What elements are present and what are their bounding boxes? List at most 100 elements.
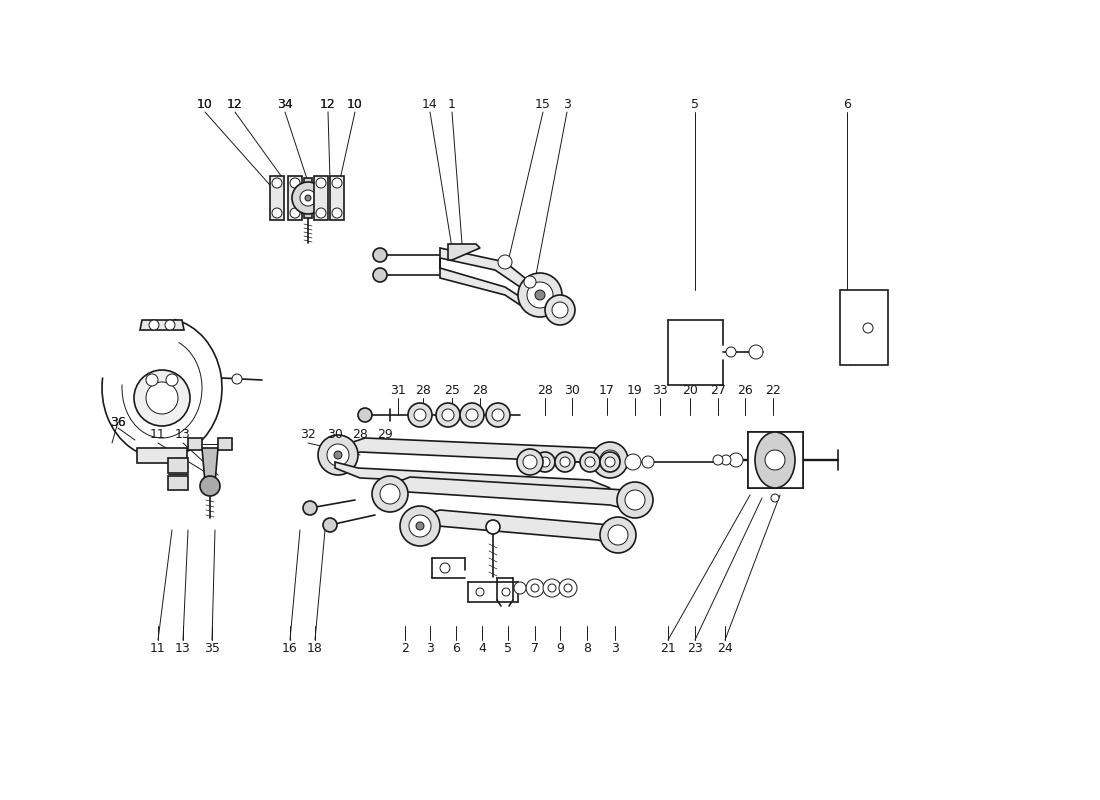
Polygon shape	[188, 438, 202, 450]
Text: 15: 15	[535, 98, 551, 111]
Text: 28: 28	[472, 383, 488, 397]
Text: 31: 31	[390, 383, 406, 397]
Text: 28: 28	[537, 383, 553, 397]
Circle shape	[486, 403, 510, 427]
Circle shape	[726, 347, 736, 357]
Circle shape	[585, 457, 595, 467]
Circle shape	[556, 452, 575, 472]
Circle shape	[764, 450, 785, 470]
Circle shape	[372, 476, 408, 512]
Text: 11: 11	[150, 642, 166, 654]
Circle shape	[560, 457, 570, 467]
Text: 24: 24	[717, 642, 733, 654]
Text: 22: 22	[766, 383, 781, 397]
Polygon shape	[440, 258, 525, 305]
Polygon shape	[270, 176, 284, 220]
Circle shape	[436, 403, 460, 427]
Text: 9: 9	[557, 642, 564, 654]
Circle shape	[531, 584, 539, 592]
Circle shape	[409, 515, 431, 537]
Text: 33: 33	[652, 383, 668, 397]
Text: 12: 12	[227, 98, 243, 111]
Circle shape	[540, 457, 550, 467]
Text: 2: 2	[402, 642, 409, 654]
Circle shape	[408, 403, 432, 427]
Circle shape	[713, 455, 723, 465]
Circle shape	[332, 178, 342, 188]
Text: 23: 23	[688, 642, 703, 654]
Text: 1: 1	[448, 98, 455, 111]
Polygon shape	[140, 320, 184, 330]
Text: 12: 12	[227, 98, 243, 111]
Circle shape	[642, 456, 654, 468]
Circle shape	[771, 494, 779, 502]
Circle shape	[486, 520, 500, 534]
Circle shape	[720, 455, 732, 465]
Polygon shape	[138, 448, 187, 463]
Circle shape	[502, 588, 510, 596]
Circle shape	[552, 302, 568, 318]
Circle shape	[400, 506, 440, 546]
Circle shape	[544, 295, 575, 325]
Circle shape	[148, 320, 159, 330]
Circle shape	[134, 370, 190, 426]
Text: 36: 36	[110, 415, 125, 429]
Text: 13: 13	[175, 429, 191, 442]
Circle shape	[146, 374, 158, 386]
Circle shape	[334, 451, 342, 459]
Text: 29: 29	[377, 429, 393, 442]
Text: 30: 30	[327, 429, 343, 442]
Polygon shape	[314, 176, 328, 220]
Text: 34: 34	[277, 98, 293, 111]
Text: 19: 19	[627, 383, 642, 397]
Polygon shape	[168, 458, 188, 473]
Text: 12: 12	[320, 98, 336, 111]
Circle shape	[316, 208, 326, 218]
Circle shape	[166, 374, 178, 386]
Text: 3: 3	[612, 642, 619, 654]
Circle shape	[564, 584, 572, 592]
Circle shape	[332, 208, 342, 218]
Circle shape	[864, 323, 873, 333]
Polygon shape	[330, 176, 344, 220]
Circle shape	[600, 452, 620, 472]
Circle shape	[200, 476, 220, 496]
Polygon shape	[440, 248, 530, 287]
Circle shape	[416, 522, 424, 530]
Circle shape	[625, 490, 645, 510]
Text: 8: 8	[583, 642, 591, 654]
Circle shape	[527, 282, 553, 308]
Circle shape	[373, 268, 387, 282]
Circle shape	[316, 178, 326, 188]
Circle shape	[327, 444, 349, 466]
Text: 4: 4	[478, 642, 486, 654]
Circle shape	[323, 518, 337, 532]
Polygon shape	[218, 438, 232, 450]
Circle shape	[749, 345, 763, 359]
Text: 3: 3	[563, 98, 571, 111]
Text: 16: 16	[282, 642, 298, 654]
Text: 18: 18	[307, 642, 323, 654]
Circle shape	[272, 208, 282, 218]
Text: 36: 36	[110, 415, 125, 429]
Polygon shape	[336, 462, 610, 495]
Text: 25: 25	[444, 383, 460, 397]
Polygon shape	[202, 448, 218, 483]
Text: 5: 5	[504, 642, 512, 654]
Circle shape	[600, 517, 636, 553]
Text: 32: 32	[300, 429, 316, 442]
Circle shape	[522, 455, 537, 469]
Circle shape	[442, 409, 454, 421]
Circle shape	[302, 501, 317, 515]
Circle shape	[492, 409, 504, 421]
Circle shape	[729, 453, 743, 467]
Bar	[840, 290, 888, 365]
Polygon shape	[168, 476, 188, 490]
Circle shape	[535, 290, 544, 300]
Text: 13: 13	[175, 642, 191, 654]
Text: 20: 20	[682, 383, 697, 397]
Circle shape	[524, 276, 536, 288]
Circle shape	[518, 273, 562, 317]
Text: 6: 6	[843, 98, 851, 111]
Circle shape	[290, 178, 300, 188]
